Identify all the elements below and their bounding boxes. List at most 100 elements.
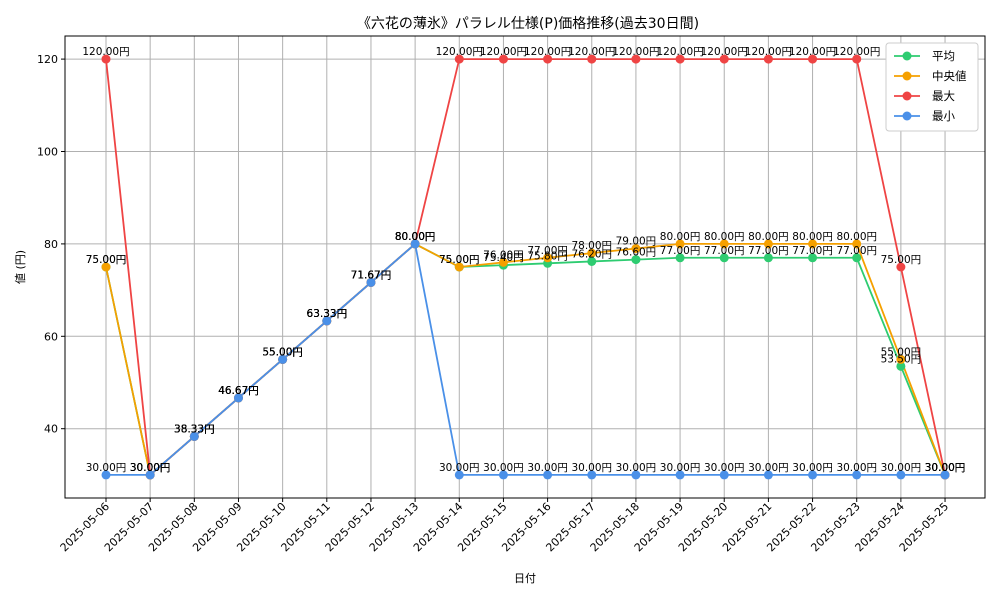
data-label-0: 30.00円 bbox=[925, 462, 966, 474]
data-point-2 bbox=[631, 54, 641, 64]
data-label-0: 76.60円 bbox=[616, 247, 657, 259]
data-point-2 bbox=[896, 262, 906, 272]
data-label-1: 75.00円 bbox=[439, 254, 480, 266]
data-point-3 bbox=[763, 470, 773, 480]
data-label-2: 120.00円 bbox=[568, 46, 615, 58]
data-point-3 bbox=[101, 470, 111, 480]
data-label-1: 79.00円 bbox=[616, 236, 657, 248]
data-label-0: 63.33円 bbox=[307, 308, 348, 320]
data-label-3: 30.00円 bbox=[748, 462, 789, 474]
legend-swatch-marker bbox=[902, 111, 912, 121]
data-point-2 bbox=[587, 54, 597, 64]
data-label-2: 120.00円 bbox=[833, 46, 880, 58]
data-point-2 bbox=[719, 54, 729, 64]
data-point-1 bbox=[763, 239, 773, 249]
data-point-2 bbox=[852, 54, 862, 64]
data-point-3 bbox=[808, 470, 818, 480]
data-point-3 bbox=[322, 316, 332, 326]
data-label-1: 80.00円 bbox=[704, 231, 745, 243]
y-axis-ticks: 40 60 80 100 120 bbox=[37, 53, 65, 436]
data-label-3: 30.00円 bbox=[130, 462, 171, 474]
legend-entry: 最大 bbox=[932, 89, 955, 103]
data-point-2 bbox=[763, 54, 773, 64]
data-point-0 bbox=[719, 253, 729, 263]
data-label-0: 77.00円 bbox=[660, 245, 701, 257]
data-label-3: 55.00円 bbox=[262, 346, 303, 358]
data-label-0: 30.00円 bbox=[130, 462, 171, 474]
data-label-1: 38.33円 bbox=[174, 423, 215, 435]
data-point-2 bbox=[498, 54, 508, 64]
y-axis-label: 値 (円) bbox=[14, 250, 27, 284]
data-point-3 bbox=[940, 470, 950, 480]
data-labels: 75.00円 30.00円 38.33円 46.67円 55.00円 63.33円 71.6… bbox=[82, 46, 965, 474]
data-point-3 bbox=[543, 470, 553, 480]
data-label-1: 55.00円 bbox=[881, 346, 922, 358]
data-label-1: 80.00円 bbox=[395, 231, 436, 243]
data-label-2: 71.67円 bbox=[351, 269, 392, 281]
data-label-0: 77.00円 bbox=[748, 245, 789, 257]
data-point-3 bbox=[145, 470, 155, 480]
data-label-0: 46.67円 bbox=[218, 385, 259, 397]
data-point-3 bbox=[631, 470, 641, 480]
data-point-2 bbox=[675, 54, 685, 64]
data-label-0: 71.67円 bbox=[351, 269, 392, 281]
data-point-1 bbox=[587, 248, 597, 258]
data-point-0 bbox=[631, 255, 641, 265]
y-tick-label: 80 bbox=[44, 238, 58, 251]
data-label-3: 80.00円 bbox=[395, 231, 436, 243]
data-label-1: 80.00円 bbox=[836, 231, 877, 243]
data-label-0: 77.00円 bbox=[792, 245, 833, 257]
data-label-1: 77.00円 bbox=[527, 245, 568, 257]
plot-frame bbox=[64, 35, 986, 499]
data-label-3: 46.67円 bbox=[218, 385, 259, 397]
data-label-3: 30.00円 bbox=[925, 462, 966, 474]
data-point-0 bbox=[808, 253, 818, 263]
legend-swatch-marker bbox=[902, 71, 912, 81]
data-label-0: 76.20円 bbox=[571, 248, 612, 260]
data-point-3 bbox=[278, 354, 288, 364]
legend-entry: 最小 bbox=[932, 109, 955, 123]
data-label-3: 30.00円 bbox=[792, 462, 833, 474]
data-label-2: 55.00円 bbox=[262, 346, 303, 358]
data-point-0 bbox=[896, 361, 906, 371]
data-label-3: 30.00円 bbox=[660, 462, 701, 474]
data-point-3 bbox=[454, 470, 464, 480]
series-line-0 bbox=[105, 242, 946, 477]
data-point-3 bbox=[498, 470, 508, 480]
data-label-3: 63.33円 bbox=[307, 308, 348, 320]
data-point-1 bbox=[719, 239, 729, 249]
data-point-1 bbox=[808, 239, 818, 249]
data-label-2: 120.00円 bbox=[701, 46, 748, 58]
data-point-3 bbox=[719, 470, 729, 480]
data-label-3: 30.00円 bbox=[527, 462, 568, 474]
data-label-3: 30.00円 bbox=[836, 462, 877, 474]
data-label-2: 38.33円 bbox=[174, 423, 215, 435]
data-point-0 bbox=[675, 253, 685, 263]
data-label-2: 120.00円 bbox=[480, 46, 527, 58]
data-point-1 bbox=[852, 239, 862, 249]
data-point-3 bbox=[675, 470, 685, 480]
data-label-0: 75.80円 bbox=[527, 250, 568, 262]
data-point-3 bbox=[189, 431, 199, 441]
data-label-1: 30.00円 bbox=[130, 462, 171, 474]
data-label-1: 80.00円 bbox=[748, 231, 789, 243]
data-point-3 bbox=[366, 277, 376, 287]
data-point-1 bbox=[101, 262, 111, 272]
series-line-3 bbox=[106, 242, 946, 476]
data-label-3: 30.00円 bbox=[86, 462, 127, 474]
chart-title: 《六花の薄氷》パラレル仕様(P)価格推移(過去30日間) bbox=[357, 16, 699, 32]
data-point-2 bbox=[101, 54, 111, 64]
data-label-0: 53.50円 bbox=[881, 353, 922, 365]
x-axis-ticks: 2025-05-062025-05-072025-05-082025-05-09… bbox=[58, 498, 951, 554]
data-label-0: 75.00円 bbox=[86, 254, 127, 266]
data-label-2: 120.00円 bbox=[656, 46, 703, 58]
data-label-0: 55.00円 bbox=[262, 346, 303, 358]
legend-box bbox=[885, 42, 979, 132]
data-label-2: 30.00円 bbox=[925, 462, 966, 474]
data-point-0 bbox=[852, 253, 862, 263]
series-line-2 bbox=[105, 58, 946, 477]
data-point-0 bbox=[587, 256, 597, 266]
y-tick-label: 60 bbox=[44, 330, 58, 343]
data-point-1 bbox=[498, 257, 508, 267]
